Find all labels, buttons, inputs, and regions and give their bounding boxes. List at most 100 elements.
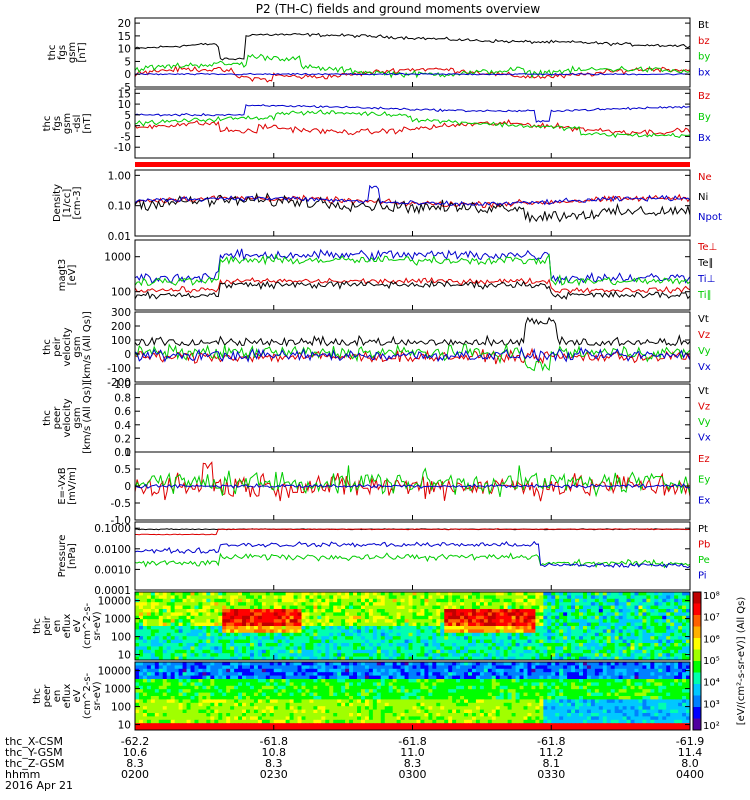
- heat-cell: [285, 632, 291, 637]
- heat-cell: [448, 692, 453, 697]
- heat-cell: [253, 598, 259, 603]
- heat-cell: [146, 689, 152, 694]
- heat-cell: [563, 685, 568, 690]
- heat-cell: [293, 649, 299, 654]
- heat-cell: [436, 609, 441, 613]
- heat-cell: [388, 595, 394, 600]
- heat-cell: [202, 696, 207, 700]
- heat-cell: [618, 632, 624, 637]
- heat-cell: [634, 619, 639, 624]
- heat-cell: [146, 685, 152, 690]
- heat-cell: [471, 609, 477, 613]
- heat-cell: [242, 685, 247, 690]
- heat-cell: [313, 629, 318, 634]
- heat-cell: [586, 598, 592, 603]
- heat-cell: [222, 605, 227, 610]
- heat-cell: [563, 605, 568, 610]
- heat-cell: [289, 609, 295, 613]
- heat-cell: [503, 605, 509, 610]
- heat-cell: [158, 692, 164, 697]
- heat-cell: [396, 612, 402, 617]
- heat-cell: [289, 646, 295, 651]
- ytick-label: 0.8: [114, 393, 131, 405]
- heat-cell: [503, 592, 509, 596]
- heat-cell: [654, 632, 659, 637]
- heat-cell: [622, 629, 628, 634]
- heat-cell: [630, 672, 635, 677]
- heat-cell: [448, 615, 453, 620]
- heat-cell: [135, 675, 140, 680]
- heat-cell: [313, 598, 318, 603]
- heat-cell: [602, 668, 608, 673]
- heat-cell: [444, 615, 449, 620]
- heat-cell: [238, 598, 243, 603]
- heat-cell: [222, 679, 227, 683]
- heat-cell: [285, 696, 291, 700]
- heat-cell: [575, 653, 580, 658]
- heat-cell: [646, 636, 651, 641]
- heat-cell: [527, 702, 532, 707]
- heat-cell: [551, 636, 556, 641]
- heat-cell: [309, 672, 314, 677]
- heat-cell: [349, 629, 354, 634]
- heat-cell: [396, 685, 402, 690]
- heat-cell: [333, 689, 338, 694]
- heat-cell: [170, 706, 176, 711]
- heat-cell: [563, 653, 568, 658]
- heat-cell: [174, 632, 180, 637]
- heat-cell: [305, 598, 310, 603]
- heat-cell: [567, 692, 572, 697]
- heat-cell: [360, 626, 366, 630]
- heat-cell: [630, 643, 635, 647]
- heat-cell: [142, 619, 148, 624]
- heat-cell: [337, 649, 342, 654]
- heat-cell: [654, 639, 659, 644]
- heat-cell: [142, 612, 148, 617]
- heat-cell: [408, 702, 413, 707]
- heat-cell: [686, 679, 691, 683]
- heat-cell: [420, 665, 425, 670]
- heat-cell: [416, 609, 421, 613]
- heat-cell: [586, 592, 592, 596]
- heat-cell: [483, 595, 489, 600]
- heat-cell: [420, 622, 425, 627]
- heat-cell: [150, 696, 156, 700]
- heat-cell: [166, 626, 172, 630]
- heat-cell: [464, 662, 469, 666]
- heat-cell: [214, 668, 219, 673]
- heat-cell: [392, 706, 398, 711]
- heat-cell: [622, 649, 628, 654]
- heat-cell: [471, 626, 477, 630]
- heat-cell: [261, 612, 267, 617]
- heat-cell: [360, 643, 366, 647]
- heat-cell: [638, 665, 643, 670]
- heat-cell: [178, 612, 184, 617]
- legend-Pe: Pe: [698, 555, 710, 566]
- heat-cell: [559, 662, 564, 666]
- heat-cell: [138, 646, 144, 651]
- heat-cell: [686, 653, 691, 658]
- heat-cell: [234, 619, 239, 624]
- heat-cell: [337, 615, 342, 620]
- heat-cell: [630, 609, 635, 613]
- heat-cell: [575, 636, 580, 641]
- heat-cell: [638, 668, 643, 673]
- ylabel-line: peir: [52, 336, 63, 356]
- heat-cell: [626, 672, 632, 677]
- heat-cell: [638, 656, 643, 661]
- heat-cell: [452, 619, 457, 624]
- heat-cell: [138, 679, 144, 683]
- heat-cell: [468, 632, 473, 637]
- heat-cell: [218, 699, 223, 704]
- heat-cell: [487, 702, 493, 707]
- heat-cell: [206, 646, 211, 651]
- heat-cell: [408, 626, 413, 630]
- heat-cell: [238, 605, 243, 610]
- heat-cell: [257, 629, 263, 634]
- heat-cell: [555, 598, 560, 603]
- heat-cell: [582, 689, 588, 694]
- heat-cell: [468, 656, 473, 661]
- heat-cell: [527, 602, 532, 607]
- heat-cell: [142, 706, 148, 711]
- heat-cell: [186, 595, 191, 600]
